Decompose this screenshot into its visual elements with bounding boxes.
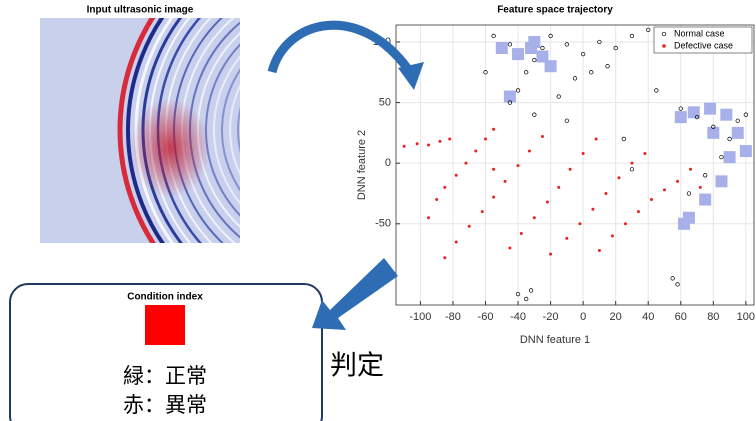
trajectory-point: [688, 106, 700, 118]
scatter-point: [517, 164, 520, 167]
trajectory-point: [545, 60, 557, 72]
scatter-point: [617, 176, 620, 179]
x-axis-label: DNN feature 1: [520, 334, 590, 346]
scatter-point: [578, 222, 581, 225]
condition-indicator: [145, 305, 185, 345]
scatter-point: [630, 162, 633, 165]
trajectory-point: [715, 175, 727, 187]
scatter-point: [435, 198, 438, 201]
scatter-point: [443, 186, 446, 189]
image-title: Input ultrasonic image: [87, 5, 194, 16]
scatter-point: [508, 247, 511, 250]
scatter-point: [520, 232, 523, 235]
legend-marker: [662, 44, 666, 48]
trajectory-point: [704, 103, 716, 115]
scatter-point: [546, 200, 549, 203]
legend-label: Normal case: [674, 28, 725, 38]
scatter-point: [643, 152, 646, 155]
trajectory-point: [528, 36, 540, 48]
scatter-point: [468, 225, 471, 228]
scatter-point: [595, 137, 598, 140]
scatter-point: [689, 168, 692, 171]
trajectory-point: [678, 218, 690, 230]
scatter-point: [557, 186, 560, 189]
trajectory-point: [512, 48, 524, 60]
trajectory-point: [740, 145, 752, 157]
scatter-point: [528, 150, 531, 153]
scatter-point: [438, 140, 441, 143]
figure: Input ultrasonic image -100 -80 -60 -40 -20 0…: [0, 0, 756, 421]
x-tick-label: 80: [707, 311, 719, 323]
scatter-point: [427, 216, 430, 219]
scatter-point: [492, 128, 495, 131]
scatter-point: [663, 188, 666, 191]
scatter-point: [611, 234, 614, 237]
x-tick-label: 100: [737, 311, 755, 323]
condition-line: 緑：正常: [123, 364, 207, 388]
scatter-point: [591, 208, 594, 211]
scatter-point: [533, 216, 536, 219]
scatter-point: [604, 192, 607, 195]
scatter-point: [403, 145, 406, 148]
scatter-point: [549, 253, 552, 256]
y-tick-label: 0: [385, 157, 391, 169]
condition-title: Condition index: [127, 292, 203, 303]
y-tick-label: 50: [379, 96, 391, 108]
chart-title: Feature space trajectory: [497, 5, 613, 16]
scatter-point: [492, 196, 495, 199]
trajectory-point: [496, 42, 508, 54]
scatter-point: [598, 249, 601, 252]
scatter-point: [448, 137, 451, 140]
scatter-point: [569, 168, 572, 171]
trajectory-point: [724, 151, 736, 163]
y-axis-label: DNN feature 2: [356, 130, 368, 200]
scatter-point: [565, 237, 568, 240]
scatter-point: [492, 168, 495, 171]
scatter-point: [637, 210, 640, 213]
scatter-point: [541, 135, 544, 138]
trajectory-point: [699, 194, 711, 206]
judgement-label: 判定: [330, 351, 384, 382]
scatter-point: [624, 222, 627, 225]
trajectory-point: [675, 111, 687, 123]
scatter-point: [416, 142, 419, 145]
scatter-point: [455, 240, 458, 243]
plot-area: [396, 25, 754, 305]
judgement-arrow: [312, 258, 398, 330]
x-tick-label: -60: [478, 311, 494, 323]
condition-line: 赤：異常: [123, 393, 207, 417]
x-tick-label: -80: [445, 311, 461, 323]
scatter-point: [455, 174, 458, 177]
scatter-point: [676, 180, 679, 183]
scatter-point: [504, 180, 507, 183]
scatter-point: [443, 256, 446, 259]
curved-arrow: [272, 25, 410, 72]
x-tick-label: -100: [409, 311, 431, 323]
scatter-point: [474, 150, 477, 153]
x-tick-label: 40: [642, 311, 654, 323]
x-tick-label: -40: [510, 311, 526, 323]
x-tick-label: 60: [675, 311, 687, 323]
x-tick-label: 0: [580, 311, 586, 323]
legend-label: Defective case: [674, 40, 733, 50]
scatter-point: [481, 210, 484, 213]
y-tick-label: -50: [375, 218, 391, 230]
scatter-point: [427, 144, 430, 147]
scatter-point: [464, 162, 467, 165]
x-tick-label: -20: [543, 311, 559, 323]
scatter-point: [484, 137, 487, 140]
scatter-point: [650, 198, 653, 201]
trajectory-point: [720, 109, 732, 121]
scatter-point: [582, 152, 585, 155]
scatter-point: [699, 186, 702, 189]
x-tick-label: 20: [610, 311, 622, 323]
trajectory-point: [732, 127, 744, 139]
